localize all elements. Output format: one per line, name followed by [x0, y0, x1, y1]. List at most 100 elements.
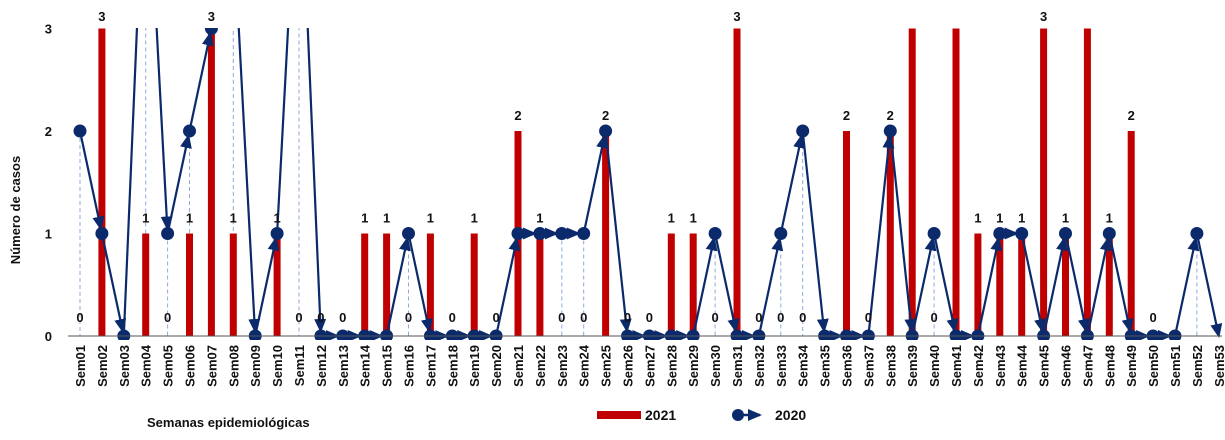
x-tick-label: Sem49 — [1124, 345, 1139, 387]
x-tick-label: Sem44 — [1015, 344, 1030, 387]
bar-data-label: 0 — [76, 310, 83, 325]
bar-2021 — [470, 233, 478, 336]
bar-data-label: 1 — [996, 211, 1003, 226]
bar-data-label: 0 — [295, 310, 302, 325]
bar-2021 — [1018, 233, 1026, 336]
bar-data-label: 3 — [1040, 9, 1047, 24]
x-tick-label: Sem20 — [489, 345, 504, 387]
x-tick-label: Sem29 — [686, 345, 701, 387]
point-2020 — [1168, 329, 1182, 340]
x-tick-label: Sem07 — [204, 345, 219, 387]
point-2020 — [730, 329, 744, 340]
bar-data-label: 1 — [142, 211, 149, 226]
point-2020 — [204, 28, 218, 35]
bar-data-label: 2 — [602, 108, 609, 123]
bar-data-label: 1 — [690, 211, 697, 226]
x-tick-label: Sem42 — [971, 345, 986, 387]
bar-2021 — [207, 28, 215, 336]
bar-data-label: 1 — [273, 211, 280, 226]
bar-data-label: 2 — [843, 108, 850, 123]
bar-2021 — [886, 131, 894, 336]
bar-data-label: 1 — [471, 211, 478, 226]
bar-data-label: 0 — [799, 310, 806, 325]
line-segment-2020 — [714, 233, 740, 334]
point-2020 — [577, 227, 591, 240]
line-segment-2020 — [911, 236, 937, 337]
x-tick-label: Sem46 — [1059, 345, 1074, 387]
point-2020 — [423, 329, 437, 340]
point-2020 — [818, 329, 832, 340]
x-tick-label: Sem08 — [226, 345, 241, 387]
x-tick-label: Sem34 — [796, 344, 811, 387]
point-2020 — [1146, 329, 1160, 340]
bars-2021 — [98, 28, 1135, 336]
bar-2021 — [229, 233, 237, 336]
point-2020 — [1102, 227, 1116, 240]
point-2020 — [642, 329, 656, 340]
point-2020 — [248, 329, 262, 340]
bar-2021 — [536, 233, 544, 336]
bar-data-label: 1 — [186, 211, 193, 226]
point-2020 — [95, 227, 109, 240]
point-2020 — [949, 329, 963, 340]
bar-data-label: 0 — [492, 310, 499, 325]
y-tick-label: 0 — [45, 329, 52, 344]
bar-2021 — [602, 131, 610, 336]
bar-2021 — [974, 233, 982, 336]
x-tick-label: Sem45 — [1037, 345, 1052, 387]
line-segment-2020 — [867, 133, 895, 337]
x-tick-label: Sem01 — [73, 345, 88, 387]
x-tick-label: Sem47 — [1080, 345, 1095, 387]
bar-data-label: 1 — [974, 211, 981, 226]
guide-lines — [79, 28, 1198, 336]
line-segment-2020 — [155, 28, 173, 231]
bar-data-label: 0 — [317, 310, 324, 325]
point-2020 — [445, 329, 459, 340]
line-segment-2020 — [801, 130, 829, 334]
bar-data-label: 0 — [755, 310, 762, 325]
bar-data-label: 0 — [711, 310, 718, 325]
point-2020 — [402, 227, 415, 240]
point-2020 — [708, 227, 722, 240]
x-tick-label: Sem30 — [708, 345, 723, 387]
y-tick-label: 1 — [45, 227, 52, 242]
point-2020 — [117, 329, 131, 340]
point-2020 — [1037, 329, 1051, 340]
bar-2021 — [1127, 131, 1135, 336]
bar-data-label: 3 — [733, 9, 740, 24]
x-tick-label: Sem17 — [423, 345, 438, 387]
x-tick-label: Sem36 — [840, 345, 855, 387]
point-2020 — [1059, 227, 1072, 240]
y-tick-label: 2 — [45, 124, 52, 139]
line-segment-2020 — [933, 233, 959, 334]
legend-swatch-2021 — [597, 411, 641, 419]
x-tick-label: Sem52 — [1190, 345, 1205, 387]
x-tick-label: Sem15 — [380, 345, 395, 387]
legend: 2021 2020 — [597, 407, 806, 423]
line-segment-2020 — [1064, 233, 1090, 334]
bar-data-label: 1 — [536, 211, 543, 226]
x-tick-label: Sem04 — [139, 344, 154, 387]
point-2020 — [533, 227, 547, 240]
x-tick-label: Sem21 — [511, 345, 526, 387]
line-segment-2020 — [495, 236, 521, 337]
point-2020 — [161, 227, 175, 240]
line-segment-2020 — [889, 130, 917, 334]
line-segment-2020 — [254, 236, 280, 337]
x-tick-label: Sem51 — [1168, 345, 1183, 387]
line-segment-2020 — [1173, 236, 1200, 337]
line-segment-2020 — [306, 28, 327, 334]
point-2020 — [599, 124, 613, 138]
bar-data-label: 0 — [339, 310, 346, 325]
point-2020 — [621, 329, 634, 340]
bar-data-label: 0 — [930, 310, 937, 325]
x-tick-label: Sem02 — [95, 345, 110, 387]
bar-2021 — [361, 233, 369, 336]
bar-data-label: 0 — [865, 310, 872, 325]
x-tick-label: Sem10 — [270, 345, 285, 387]
x-tick-label: Sem50 — [1146, 345, 1161, 387]
y-axis-title: Número de casos — [8, 156, 23, 264]
legend-label-2021: 2021 — [645, 407, 676, 423]
bar-2021 — [186, 233, 193, 336]
